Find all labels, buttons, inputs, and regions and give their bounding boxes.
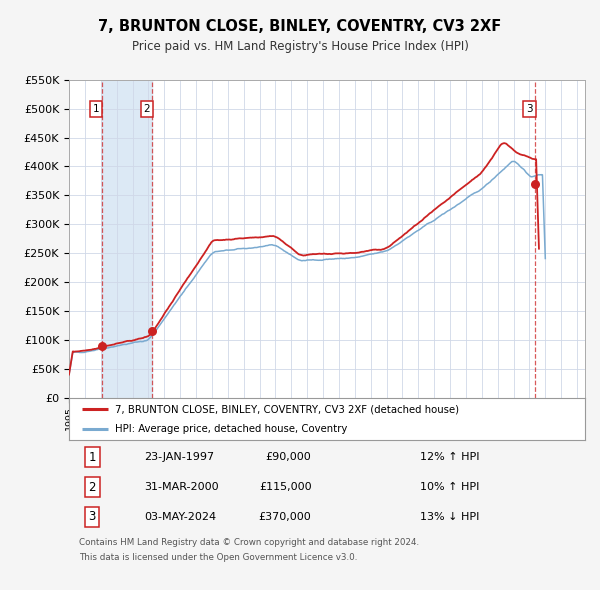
Text: Price paid vs. HM Land Registry's House Price Index (HPI): Price paid vs. HM Land Registry's House … [131,40,469,53]
Text: HPI: Average price, detached house, Coventry: HPI: Average price, detached house, Cove… [115,424,348,434]
Text: 10% ↑ HPI: 10% ↑ HPI [420,482,479,492]
Text: 1: 1 [93,104,100,114]
Text: 13% ↓ HPI: 13% ↓ HPI [420,512,479,522]
Text: 2: 2 [88,481,96,494]
Text: 31-MAR-2000: 31-MAR-2000 [144,482,218,492]
Text: 1: 1 [88,451,96,464]
Text: 7, BRUNTON CLOSE, BINLEY, COVENTRY, CV3 2XF (detached house): 7, BRUNTON CLOSE, BINLEY, COVENTRY, CV3 … [115,404,460,414]
Text: This data is licensed under the Open Government Licence v3.0.: This data is licensed under the Open Gov… [79,553,358,562]
Text: £370,000: £370,000 [259,512,311,522]
Text: Contains HM Land Registry data © Crown copyright and database right 2024.: Contains HM Land Registry data © Crown c… [79,538,419,547]
Text: £90,000: £90,000 [266,452,311,462]
Text: 3: 3 [89,510,96,523]
Text: 23-JAN-1997: 23-JAN-1997 [144,452,214,462]
Text: £115,000: £115,000 [259,482,311,492]
Bar [102,80,152,398]
Text: 12% ↑ HPI: 12% ↑ HPI [420,452,479,462]
Text: 7, BRUNTON CLOSE, BINLEY, COVENTRY, CV3 2XF: 7, BRUNTON CLOSE, BINLEY, COVENTRY, CV3 … [98,19,502,34]
Text: 03-MAY-2024: 03-MAY-2024 [144,512,216,522]
Text: 2: 2 [143,104,150,114]
Text: 3: 3 [526,104,533,114]
